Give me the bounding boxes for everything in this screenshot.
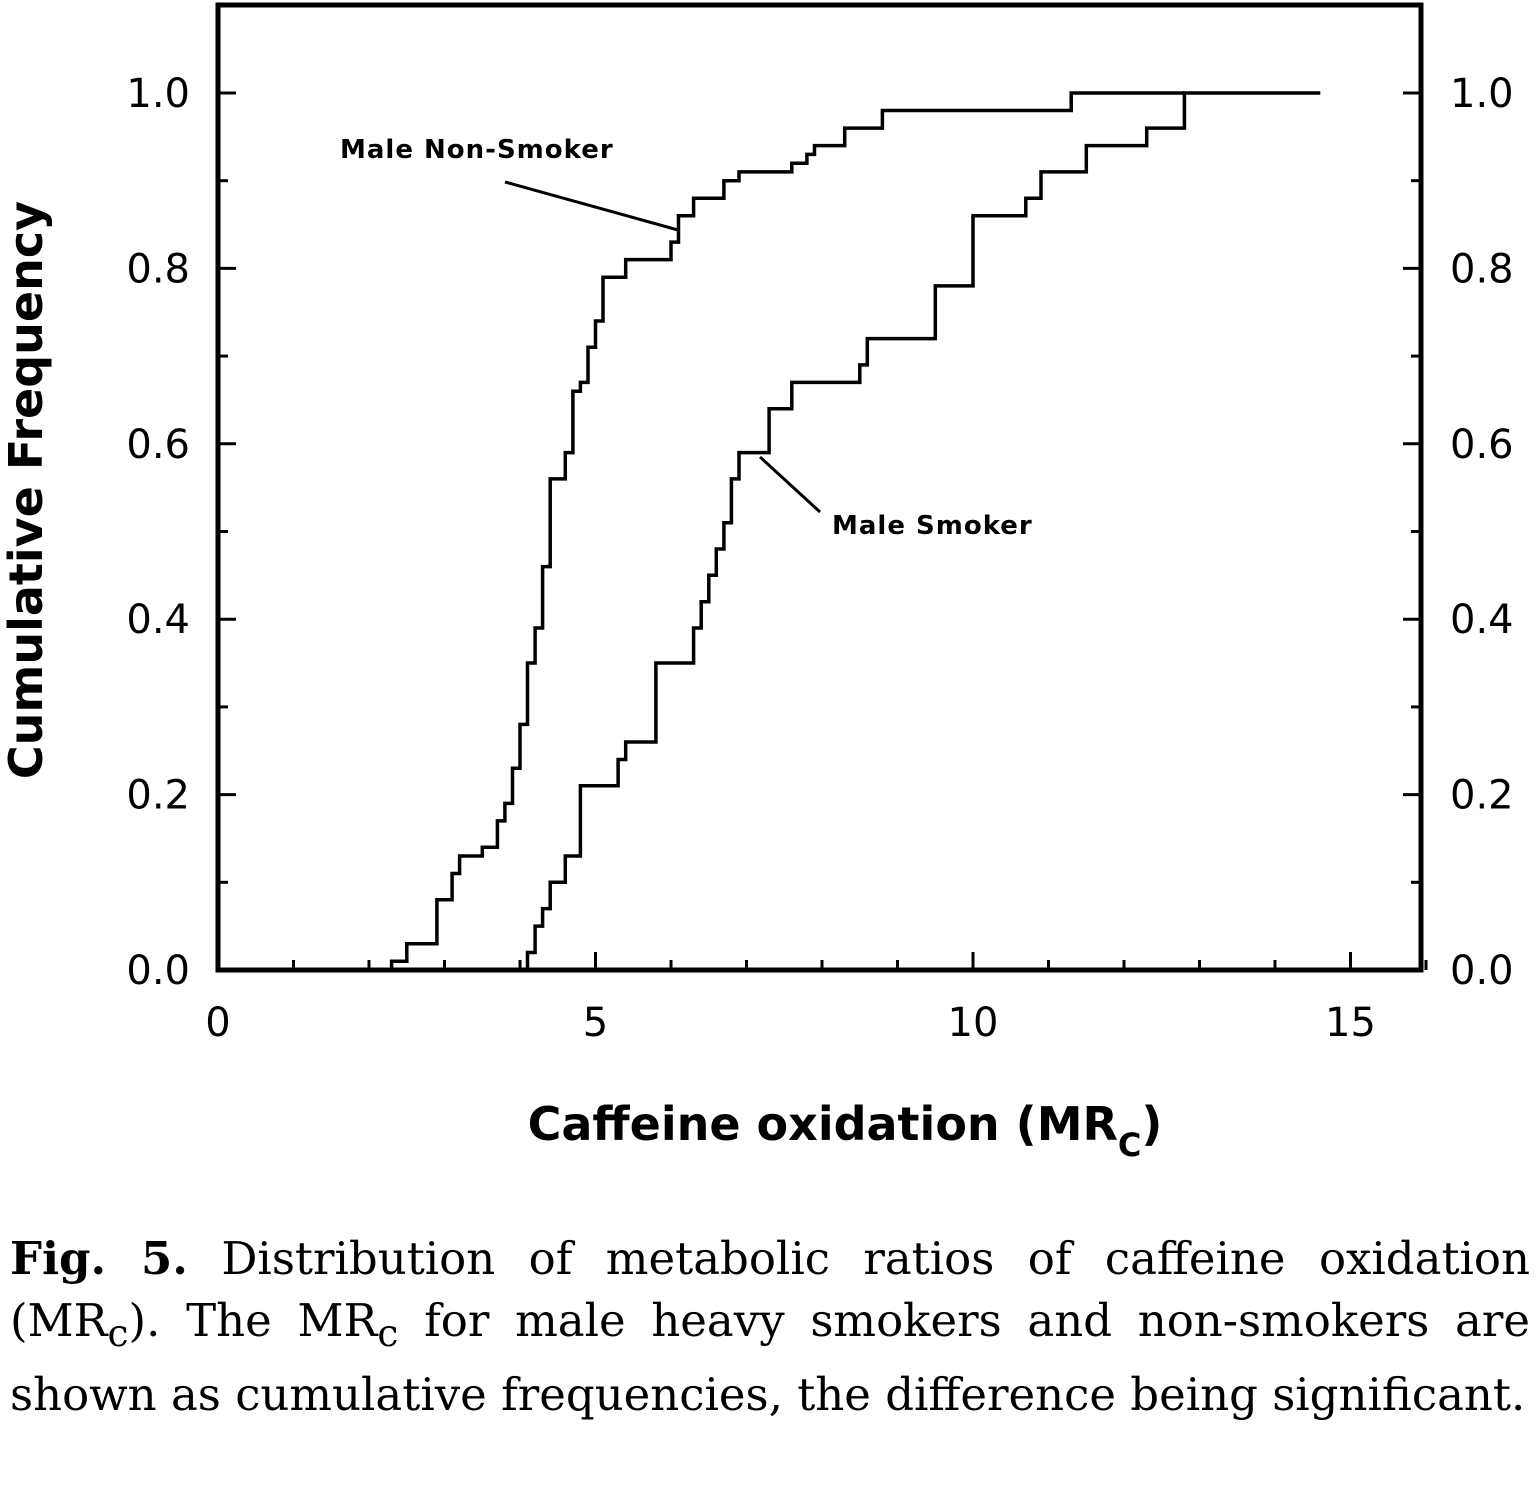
- y-tick-label-right: 0.0: [1450, 948, 1514, 994]
- series-line-male-smoker: [218, 91, 1321, 972]
- y-tick-label-right: 0.6: [1450, 422, 1514, 468]
- caption-label: Fig. 5.: [10, 1232, 188, 1285]
- tick-marks: [216, 3, 1428, 972]
- caption-sub-1: c: [107, 1311, 129, 1355]
- annotation-male-non-smoker: Male Non-Smoker: [340, 135, 614, 165]
- y-tick-label-left: 0.4: [126, 597, 190, 643]
- caption-text-1: Distribution of metabolic ratios of caff…: [10, 1232, 1530, 1347]
- x-tick-label: 15: [1325, 1000, 1376, 1046]
- y-tick-label-left: 0.6: [126, 422, 190, 468]
- x-tick-label: 5: [583, 1000, 608, 1046]
- y-tick-label-right: 0.4: [1450, 597, 1514, 643]
- y-tick-label-right: 1.0: [1450, 71, 1514, 117]
- annotation-leader-non-smoker: [504, 180, 679, 232]
- caption-text-3: for male heavy smokers and non-smokers a…: [10, 1294, 1531, 1421]
- chart: Cumulative Frequency Caffeine oxidation …: [0, 2, 1514, 1164]
- y-tick-label-left: 0.0: [126, 948, 190, 994]
- y-tick-label-right: 0.2: [1450, 773, 1514, 819]
- y-tick-label-left: 1.0: [126, 71, 190, 117]
- x-axis-title: Caffeine oxidation (MRC): [528, 1097, 1163, 1164]
- y-tick-label-left: 0.2: [126, 773, 190, 819]
- y-tick-label-left: 0.8: [126, 246, 190, 292]
- series-line-male-non-smoker: [218, 91, 1185, 972]
- plot-frame: [215, 2, 1424, 973]
- caption-text-2: ). The MR: [128, 1294, 378, 1347]
- x-tick-label: 10: [948, 1000, 999, 1046]
- annotation-male-smoker: Male Smoker: [832, 511, 1033, 541]
- y-axis-title: Cumulative Frequency: [0, 201, 53, 779]
- caption-sub-2: c: [377, 1311, 399, 1355]
- annotation-leader-smoker: [758, 455, 822, 514]
- series-lines: [218, 91, 1321, 972]
- y-tick-label-right: 0.8: [1450, 246, 1514, 292]
- x-tick-label: 0: [205, 1000, 230, 1046]
- figure-caption: Fig. 5. Distribution of metabolic ratios…: [10, 1228, 1530, 1426]
